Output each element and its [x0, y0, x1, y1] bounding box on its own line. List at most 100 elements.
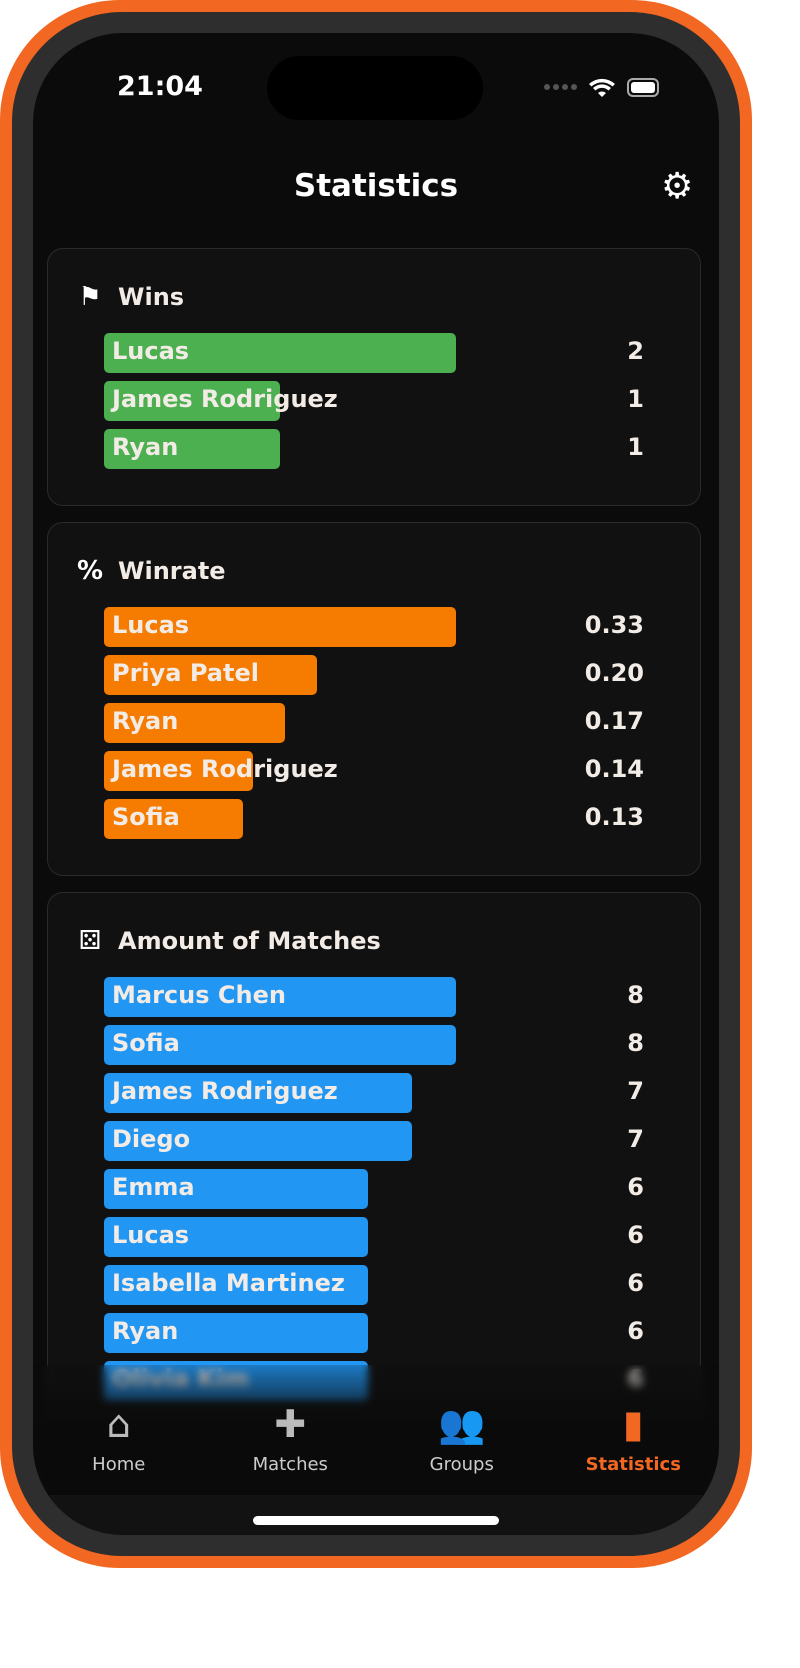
player-name: Diego — [112, 1125, 191, 1153]
stat-bar — [104, 1265, 368, 1305]
dice-icon: ⚄ — [78, 926, 102, 956]
stat-bar — [104, 1217, 368, 1257]
percent-icon: % — [76, 556, 104, 586]
stat-bar — [104, 429, 280, 469]
stat-bar — [104, 703, 285, 743]
stat-row[interactable]: Lucas 2 — [104, 333, 700, 381]
stat-row[interactable]: Ryan 6 — [104, 1313, 700, 1361]
card-title: Wins — [118, 283, 185, 311]
stat-bar — [104, 1121, 412, 1161]
player-name: Isabella Martinez — [112, 1269, 345, 1297]
stat-row[interactable]: Priya Patel 0.20 — [104, 655, 700, 703]
card-header: ⚑ Wins — [48, 249, 700, 319]
tab-matches[interactable]: ✚ Matches — [205, 1365, 377, 1495]
stat-value: 0.13 — [584, 803, 644, 831]
signal-icon — [544, 84, 577, 90]
player-name: Ryan — [112, 707, 179, 735]
player-name: Priya Patel — [112, 659, 259, 687]
stat-value: 7 — [627, 1077, 644, 1105]
player-name: James Rodriguez — [112, 1077, 338, 1105]
stat-card-wins: ⚑ Wins Lucas 2 James Rodriguez 1 Ryan 1 — [47, 248, 701, 506]
stat-value: 0.14 — [584, 755, 644, 783]
tab-home[interactable]: ⌂ Home — [33, 1365, 205, 1495]
status-icons — [544, 77, 659, 97]
stat-row[interactable]: James Rodriguez 1 — [104, 381, 700, 429]
player-name: Sofia — [112, 1029, 180, 1057]
home-indicator-area — [33, 1495, 719, 1535]
player-name: Ryan — [112, 1317, 179, 1345]
stat-bar — [104, 1025, 456, 1065]
player-name: James Rodriguez — [112, 385, 338, 413]
stat-bar — [104, 751, 253, 791]
stat-row[interactable]: Ryan 0.17 — [104, 703, 700, 751]
tab-bar: ⌂ Home ✚ Matches 👥 Groups ▮ Statistics — [33, 1365, 719, 1495]
stat-row[interactable]: Sofia 8 — [104, 1025, 700, 1073]
page-title: Statistics — [293, 168, 459, 204]
stat-value: 7 — [627, 1125, 644, 1153]
screen: 21:04 Statistics ⚙ ⚑ Wins Lucas 2 James Rodr… — [33, 33, 719, 1535]
stat-row[interactable]: Lucas 6 — [104, 1217, 700, 1265]
gamepad-icon: ✚ — [274, 1402, 307, 1446]
tab-label: Groups — [429, 1454, 494, 1475]
card-title: Winrate — [118, 557, 226, 585]
stat-bar — [104, 1073, 412, 1113]
card-header: ⚄ Amount of Matches — [48, 893, 700, 963]
tab-groups[interactable]: 👥 Groups — [376, 1365, 548, 1495]
player-name: James Rodriguez — [112, 755, 338, 783]
battery-icon — [627, 77, 659, 97]
stat-value: 0.33 — [584, 611, 644, 639]
stat-value: 6 — [627, 1221, 644, 1249]
player-name: Lucas — [112, 1221, 190, 1249]
stat-bar — [104, 1313, 368, 1353]
stat-card-amount-of-matches: ⚄ Amount of Matches Marcus Chen 8 Sofia 8 Jame… — [47, 892, 701, 1438]
stat-row[interactable]: Marcus Chen 8 — [104, 977, 700, 1025]
stat-bar — [104, 607, 456, 647]
stat-bar — [104, 977, 456, 1017]
stat-card-winrate: % Winrate Lucas 0.33 Priya Patel 0.20 Ryan 0.17… — [47, 522, 701, 876]
status-time: 21:04 — [117, 71, 203, 102]
stat-value: 8 — [627, 1029, 644, 1057]
stat-row[interactable]: Sofia 0.13 — [104, 799, 700, 847]
wifi-icon — [589, 78, 615, 97]
stat-value: 2 — [627, 337, 644, 365]
stat-row[interactable]: Ryan 1 — [104, 429, 700, 477]
stat-row[interactable]: Diego 7 — [104, 1121, 700, 1169]
card-header: % Winrate — [48, 523, 700, 593]
stat-row[interactable]: James Rodriguez 0.14 — [104, 751, 700, 799]
player-name: Sofia — [112, 803, 180, 831]
stat-value: 0.20 — [584, 659, 644, 687]
stat-bar — [104, 655, 317, 695]
card-title: Amount of Matches — [118, 927, 381, 955]
stat-value: 0.17 — [584, 707, 644, 735]
tab-statistics[interactable]: ▮ Statistics — [548, 1365, 720, 1495]
player-name: Lucas — [112, 337, 190, 365]
stat-row[interactable]: Lucas 0.33 — [104, 607, 700, 655]
player-name: Marcus Chen — [112, 981, 286, 1009]
dynamic-island — [267, 56, 483, 120]
tab-label: Home — [92, 1454, 146, 1475]
stat-row[interactable]: Isabella Martinez 6 — [104, 1265, 700, 1313]
stat-value: 1 — [627, 385, 644, 413]
stat-row[interactable]: James Rodriguez 7 — [104, 1073, 700, 1121]
tab-label: Matches — [252, 1454, 328, 1475]
stat-value: 1 — [627, 433, 644, 461]
tab-label: Statistics — [585, 1454, 681, 1475]
stat-value: 6 — [627, 1317, 644, 1345]
gear-icon[interactable]: ⚙ — [661, 166, 694, 207]
stat-value: 8 — [627, 981, 644, 1009]
player-name: Emma — [112, 1173, 195, 1201]
player-name: Ryan — [112, 433, 179, 461]
stat-bar — [104, 1169, 368, 1209]
stat-row[interactable]: Emma 6 — [104, 1169, 700, 1217]
checkered-flag-icon: ⚑ — [78, 282, 102, 312]
stat-bar — [104, 381, 280, 421]
player-name: Lucas — [112, 611, 190, 639]
stat-value: 6 — [627, 1269, 644, 1297]
bar-chart-icon: ▮ — [622, 1402, 644, 1446]
home-indicator[interactable] — [253, 1516, 499, 1525]
stat-value: 6 — [627, 1173, 644, 1201]
stat-bar — [104, 333, 456, 373]
groups-icon: 👥 — [438, 1402, 486, 1446]
home-icon: ⌂ — [106, 1402, 131, 1446]
stat-bar — [104, 799, 243, 839]
